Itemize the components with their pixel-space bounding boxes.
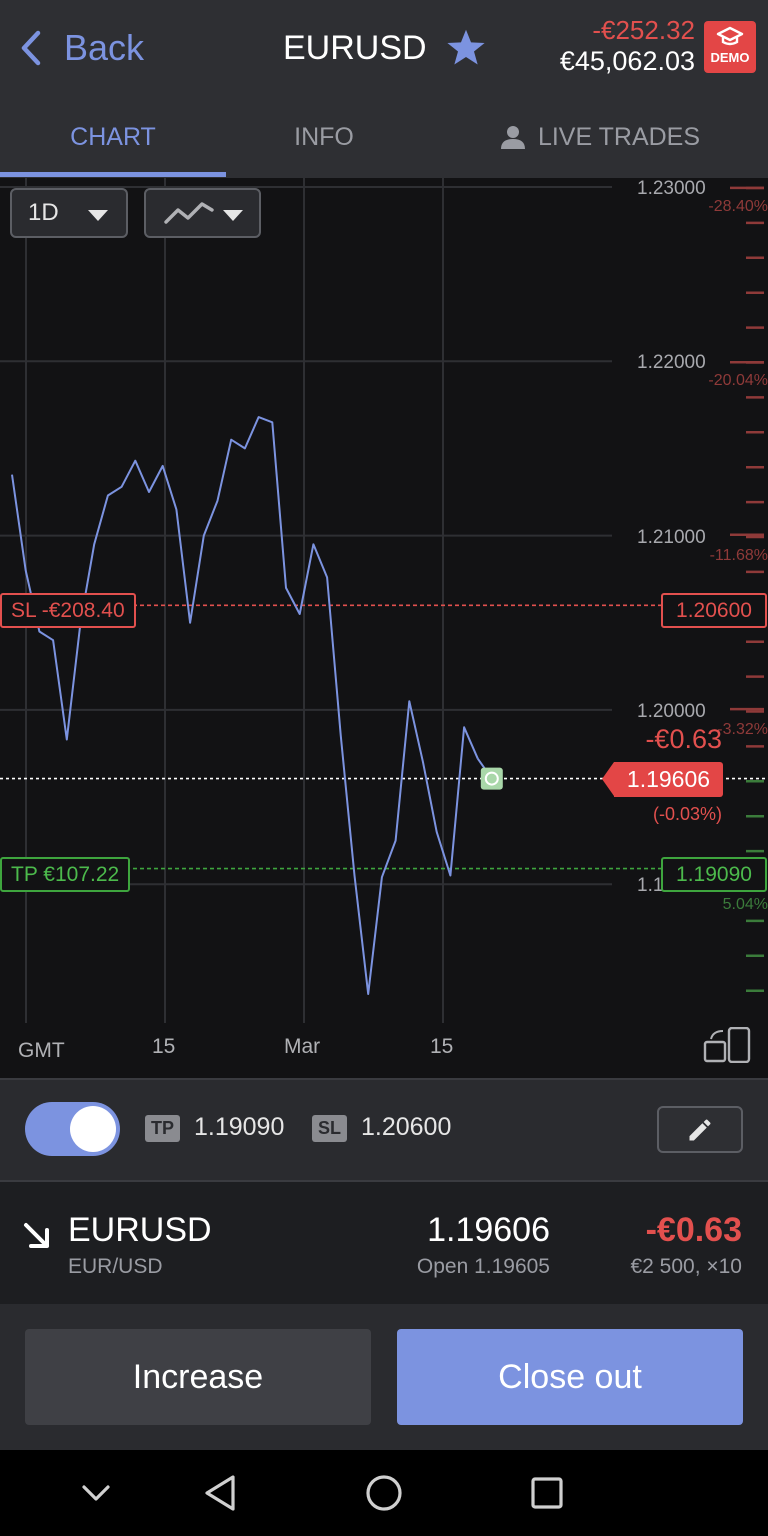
y-tick-label: 1.1	[637, 875, 664, 896]
percent-scale-label: -3.32%	[717, 721, 768, 738]
close-out-button[interactable]: Close out	[397, 1329, 743, 1425]
page-title: EURUSD	[283, 28, 427, 67]
hide-keyboard-button[interactable]	[73, 1470, 119, 1516]
account-pnl: -€252.32	[592, 15, 695, 45]
back-button[interactable]: Back	[18, 24, 144, 72]
stop-loss-price-tag[interactable]: 1.20600	[661, 593, 767, 628]
square-recents-icon	[531, 1477, 563, 1509]
increase-button[interactable]: Increase	[25, 1329, 371, 1425]
action-bar: Increase Close out	[0, 1304, 768, 1450]
position-pct-overlay: (-0.03%)	[652, 804, 722, 824]
circle-home-icon	[366, 1475, 402, 1511]
system-nav-bar	[0, 1450, 768, 1536]
chevron-down-icon	[82, 1485, 110, 1501]
tab-live-trades[interactable]: LIVE TRADES	[480, 96, 720, 178]
sl-value: 1.20600	[361, 1113, 452, 1141]
take-profit-label[interactable]: TP €107.22	[0, 857, 131, 892]
demo-badge[interactable]: DEMO	[704, 21, 756, 73]
y-tick-label: 1.23000	[637, 178, 706, 199]
tab-info-label: INFO	[294, 122, 354, 151]
sl-badge: SL	[312, 1115, 348, 1142]
rotate-screen-icon[interactable]	[703, 1027, 751, 1063]
y-tick-label: 1.21000	[637, 527, 706, 548]
back-label: Back	[64, 27, 145, 68]
position-price: 1.19606	[427, 1211, 550, 1249]
triangle-back-icon	[205, 1475, 235, 1511]
timeframe-value: 1D	[28, 199, 59, 226]
nav-back-button[interactable]	[197, 1470, 243, 1516]
pencil-icon	[689, 1118, 711, 1140]
position-pnl-overlay: -€0.63	[645, 724, 722, 754]
percent-scale-label: 5.04%	[722, 896, 768, 913]
tp-badge: TP	[145, 1115, 181, 1142]
account-balance: €45,062.03	[559, 46, 695, 76]
instrument-title-group: EURUSD	[283, 24, 487, 72]
stop-loss-label[interactable]: SL -€208.40	[0, 593, 136, 628]
line-chart-icon	[164, 202, 214, 224]
position-pair: EUR/USD	[68, 1255, 163, 1278]
chevron-left-icon	[21, 30, 41, 66]
caret-down-icon	[223, 210, 243, 221]
tp-value: 1.19090	[194, 1113, 285, 1141]
active-tab-indicator	[0, 172, 226, 177]
tpsl-summary-bar: TP 1.19090 SL 1.20600	[0, 1078, 768, 1180]
position-symbol: EURUSD	[68, 1211, 212, 1249]
tpsl-toggle[interactable]	[25, 1102, 120, 1156]
edit-tpsl-button[interactable]	[657, 1106, 743, 1153]
demo-label: DEMO	[710, 50, 750, 65]
top-bar: Back EURUSD -€252.32 €45,062.03 DEMO	[0, 0, 768, 96]
timeframe-dropdown[interactable]: 1D	[10, 188, 128, 238]
tab-bar: CHART INFO LIVE TRADES	[0, 96, 768, 178]
y-tick-label: 1.22000	[637, 352, 706, 373]
position-row[interactable]: EURUSD EUR/USD 1.19606 Open 1.19605 -€0.…	[0, 1180, 768, 1304]
y-tick-label: 1.20000	[637, 701, 706, 722]
position-open-price: Open 1.19605	[416, 1255, 550, 1278]
arrow-down-right-icon	[24, 1223, 49, 1248]
current-point-marker	[480, 767, 503, 790]
nav-home-button[interactable]	[361, 1470, 407, 1516]
tab-live-trades-label: LIVE TRADES	[537, 122, 701, 151]
nav-recents-button[interactable]	[524, 1470, 570, 1516]
person-icon	[500, 126, 525, 149]
current-point-ring	[484, 771, 499, 786]
current-price-tag: 1.19606	[602, 762, 723, 797]
x-tick-label: Mar	[284, 1035, 321, 1058]
tab-info[interactable]: INFO	[226, 96, 422, 178]
position-size: €2 500, ×10	[630, 1255, 742, 1278]
chart-canvas[interactable]	[0, 178, 768, 1078]
price-series-line	[11, 416, 479, 995]
percent-scale-label: -20.04%	[708, 372, 768, 389]
position-pnl: -€0.63	[645, 1211, 742, 1249]
x-tick-label: 15	[430, 1035, 454, 1058]
price-chart[interactable]: 1D 1.23000 1.22000 1.21000 1.20000 1.1 -…	[0, 178, 768, 1078]
take-profit-price-tag[interactable]: 1.19090	[661, 857, 767, 892]
x-tick-label: 15	[152, 1035, 176, 1058]
chart-type-dropdown[interactable]	[144, 188, 261, 238]
timezone-label: GMT	[18, 1039, 65, 1062]
percent-scale-label: -28.40%	[708, 198, 768, 215]
caret-down-icon	[88, 210, 108, 221]
toggle-knob	[70, 1106, 116, 1152]
tab-chart-label: CHART	[70, 122, 156, 151]
tab-chart[interactable]: CHART	[0, 96, 226, 178]
star-icon[interactable]	[445, 28, 487, 68]
graduation-cap-icon	[716, 26, 744, 46]
percent-scale-label: -11.68%	[709, 547, 768, 564]
